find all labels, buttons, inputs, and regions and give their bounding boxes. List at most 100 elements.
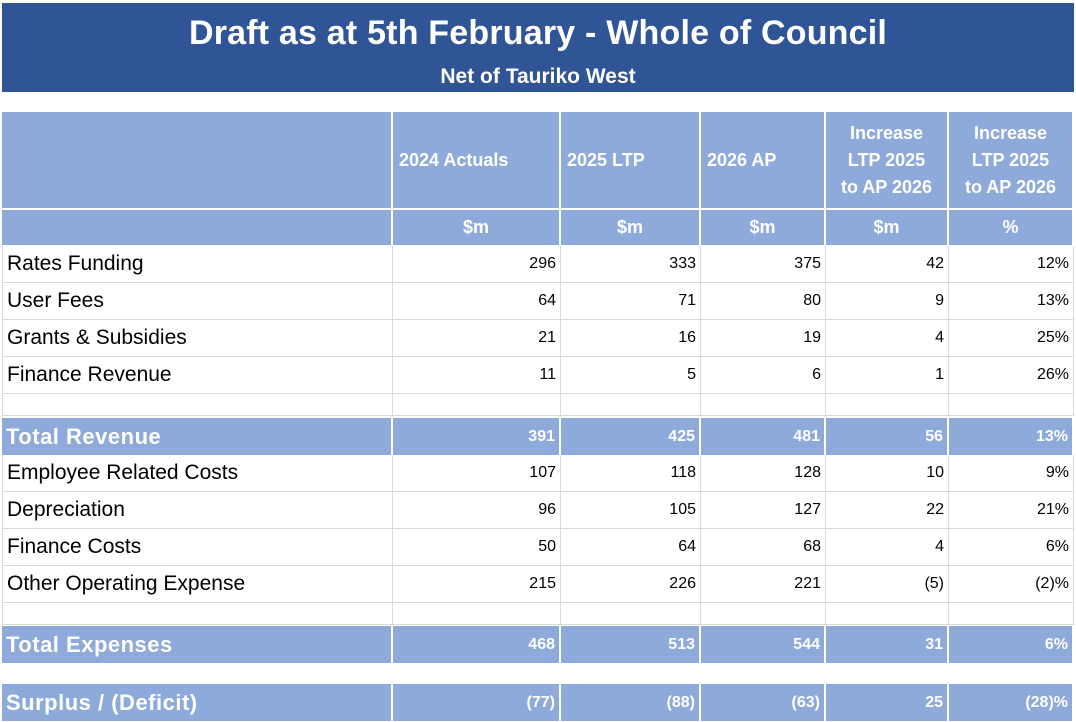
table-row-grants-subsidies: Grants & Subsidies 21 16 19 4 25% xyxy=(2,320,1074,357)
row-label: User Fees xyxy=(2,283,393,320)
spacer-row xyxy=(2,394,1074,416)
value-cell: 25% xyxy=(949,320,1074,357)
table-row-finance-revenue: Finance Revenue 11 5 6 1 26% xyxy=(2,357,1074,394)
value-cell: 16 xyxy=(561,320,701,357)
column-header-increase-percent: Increase LTP 2025 to AP 2026 xyxy=(949,112,1074,208)
table-row-total-expenses: Total Expenses 468 513 544 31 6% xyxy=(2,626,1074,663)
row-label: Total Expenses xyxy=(2,626,393,663)
value-cell: (77) xyxy=(393,684,561,721)
column-header-row: 2024 Actuals 2025 LTP 2026 AP Increase L… xyxy=(2,112,1074,208)
value-cell: 10 xyxy=(826,455,949,492)
value-cell: 71 xyxy=(561,283,701,320)
value-cell: 296 xyxy=(393,246,561,283)
value-cell: 13% xyxy=(949,283,1074,320)
row-label: Employee Related Costs xyxy=(2,455,393,492)
value-cell: 1 xyxy=(826,357,949,394)
value-cell: 6% xyxy=(949,529,1074,566)
value-cell: 6% xyxy=(949,626,1074,663)
value-cell: 25 xyxy=(826,684,949,721)
table-row-other-operating-expense: Other Operating Expense 215 226 221 (5) … xyxy=(2,566,1074,603)
empty-cell xyxy=(561,603,701,625)
unit-cell: $m xyxy=(701,210,826,245)
unit-cell: % xyxy=(949,210,1074,245)
row-label: Rates Funding xyxy=(2,246,393,283)
table-row-total-revenue: Total Revenue 391 425 481 56 13% xyxy=(2,418,1074,455)
value-cell: 118 xyxy=(561,455,701,492)
page-title: Draft as at 5th February - Whole of Coun… xyxy=(188,14,888,52)
row-label: Total Revenue xyxy=(2,418,393,455)
column-header-increase-dollars: Increase LTP 2025 to AP 2026 xyxy=(826,112,949,208)
value-cell: 22 xyxy=(826,492,949,529)
value-cell: (28)% xyxy=(949,684,1074,721)
unit-blank-cell xyxy=(2,210,393,245)
value-cell: 6 xyxy=(701,357,826,394)
value-cell: 13% xyxy=(949,418,1074,455)
row-label: Other Operating Expense xyxy=(2,566,393,603)
value-cell: 96 xyxy=(393,492,561,529)
empty-cell xyxy=(2,394,393,416)
row-label: Grants & Subsidies xyxy=(2,320,393,357)
value-cell: 4 xyxy=(826,320,949,357)
value-cell: 11 xyxy=(393,357,561,394)
value-cell: 9 xyxy=(826,283,949,320)
value-cell: 56 xyxy=(826,418,949,455)
value-cell: 391 xyxy=(393,418,561,455)
unit-header-row: $m $m $m $m % xyxy=(2,210,1074,245)
header-blank-cell xyxy=(2,112,393,208)
table-row-depreciation: Depreciation 96 105 127 22 21% xyxy=(2,492,1074,529)
value-cell: 4 xyxy=(826,529,949,566)
value-cell: 12% xyxy=(949,246,1074,283)
row-label: Depreciation xyxy=(2,492,393,529)
row-label: Surplus / (Deficit) xyxy=(2,684,393,721)
value-cell: 215 xyxy=(393,566,561,603)
column-header-2026-ap: 2026 AP xyxy=(701,112,826,208)
empty-cell xyxy=(826,603,949,625)
value-cell: 42 xyxy=(826,246,949,283)
table-row-finance-costs: Finance Costs 50 64 68 4 6% xyxy=(2,529,1074,566)
empty-cell xyxy=(701,603,826,625)
unit-cell: $m xyxy=(826,210,949,245)
table-row-rates-funding: Rates Funding 296 333 375 42 12% xyxy=(2,246,1074,283)
row-label: Finance Revenue xyxy=(2,357,393,394)
value-cell: 544 xyxy=(701,626,826,663)
value-cell: 64 xyxy=(393,283,561,320)
value-cell: 128 xyxy=(701,455,826,492)
value-cell: 26% xyxy=(949,357,1074,394)
column-header-2024-actuals: 2024 Actuals xyxy=(393,112,561,208)
value-cell: 481 xyxy=(701,418,826,455)
table-row-user-fees: User Fees 64 71 80 9 13% xyxy=(2,283,1074,320)
value-cell: 31 xyxy=(826,626,949,663)
unit-cell: $m xyxy=(561,210,701,245)
value-cell: 127 xyxy=(701,492,826,529)
value-cell: 375 xyxy=(701,246,826,283)
empty-cell xyxy=(949,394,1074,416)
table-row-employee-related-costs: Employee Related Costs 107 118 128 10 9% xyxy=(2,455,1074,492)
value-cell: 9% xyxy=(949,455,1074,492)
empty-cell xyxy=(393,394,561,416)
value-cell: (63) xyxy=(701,684,826,721)
column-header-2025-ltp: 2025 LTP xyxy=(561,112,701,208)
empty-cell xyxy=(826,394,949,416)
value-cell: 513 xyxy=(561,626,701,663)
value-cell: 105 xyxy=(561,492,701,529)
value-cell: 468 xyxy=(393,626,561,663)
value-cell: 68 xyxy=(701,529,826,566)
value-cell: 221 xyxy=(701,566,826,603)
value-cell: 80 xyxy=(701,283,826,320)
value-cell: 107 xyxy=(393,455,561,492)
row-label: Finance Costs xyxy=(2,529,393,566)
value-cell: 64 xyxy=(561,529,701,566)
value-cell: 50 xyxy=(393,529,561,566)
empty-cell xyxy=(561,394,701,416)
value-cell: 19 xyxy=(701,320,826,357)
page-subtitle: Net of Tauriko West xyxy=(440,65,636,88)
empty-cell xyxy=(393,603,561,625)
empty-cell xyxy=(701,394,826,416)
value-cell: (88) xyxy=(561,684,701,721)
title-banner: Draft as at 5th February - Whole of Coun… xyxy=(2,3,1074,92)
empty-cell xyxy=(2,603,393,625)
value-cell: 333 xyxy=(561,246,701,283)
value-cell: 21% xyxy=(949,492,1074,529)
value-cell: 21 xyxy=(393,320,561,357)
empty-cell xyxy=(949,603,1074,625)
